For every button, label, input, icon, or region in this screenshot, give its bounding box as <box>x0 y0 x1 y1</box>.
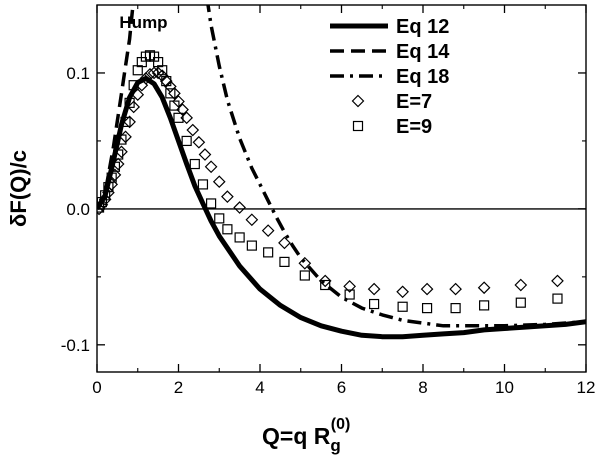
data-point-e-7 <box>123 115 136 129</box>
data-point-e-7 <box>198 148 212 161</box>
y-tick-label: 0.1 <box>66 64 90 83</box>
legend-label-eq-14: Eq 14 <box>396 41 450 63</box>
hump-annotation: Hump <box>119 13 167 32</box>
data-point-e-9 <box>157 65 168 76</box>
data-point-e-9 <box>165 88 176 99</box>
data-point-e-9 <box>246 240 257 251</box>
data-point-e-9 <box>320 279 331 291</box>
data-point-e-7 <box>127 100 141 114</box>
data-point-e-9 <box>169 100 180 111</box>
data-point-e-9 <box>344 289 355 300</box>
series-e-9 <box>97 50 563 314</box>
x-tick-label: 8 <box>418 378 427 397</box>
series-line-eq-12 <box>97 75 586 340</box>
data-point-e-9 <box>369 298 380 310</box>
data-point-e-7 <box>212 175 226 189</box>
x-axis-title-main: Q=q R <box>262 423 331 449</box>
legend-label-e-9: E=9 <box>396 116 432 138</box>
legend-label-eq-12: Eq 12 <box>396 16 449 38</box>
data-point-e-9 <box>299 270 310 281</box>
legend-marker-e-9 <box>352 120 364 132</box>
data-point-e-7 <box>298 256 312 270</box>
data-point-e-9 <box>181 135 192 147</box>
series-group <box>97 5 586 340</box>
x-tick-label: 10 <box>495 378 514 397</box>
data-point-e-9 <box>197 179 209 190</box>
data-point-e-9 <box>116 134 127 145</box>
data-point-e-9 <box>263 247 274 258</box>
y-axis-title: δF(Q)/c <box>6 150 31 227</box>
data-point-e-9 <box>397 301 408 312</box>
x-axis-title-superscript: (0) <box>331 416 351 433</box>
x-tick-label: 2 <box>174 378 183 397</box>
data-point-e-7 <box>420 282 434 296</box>
y-tick-label: -0.1 <box>61 336 90 355</box>
data-point-e-7 <box>477 281 491 295</box>
data-point-e-7 <box>159 74 173 88</box>
data-point-e-9 <box>552 293 563 304</box>
data-point-e-7 <box>514 278 528 292</box>
x-axis-title-subscript: g <box>330 436 340 455</box>
data-point-e-9 <box>97 202 105 213</box>
axes: 0 2 4 6 8 10 12 -0.1 0.0 0.1 <box>61 4 596 397</box>
data-point-e-9 <box>100 190 111 201</box>
data-point-e-7 <box>396 285 409 299</box>
data-point-e-9 <box>421 303 433 314</box>
data-point-e-7 <box>192 135 206 149</box>
y-tick-label: 0.0 <box>66 200 90 219</box>
data-point-e-7 <box>343 280 356 293</box>
data-point-e-7 <box>367 282 381 296</box>
x-tick-label: 6 <box>337 378 346 397</box>
data-point-e-9 <box>450 303 461 314</box>
data-point-e-7 <box>245 213 259 227</box>
x-tick-label: 0 <box>92 378 101 397</box>
data-point-e-7 <box>186 123 200 137</box>
data-point-e-7 <box>278 236 291 250</box>
data-point-e-9 <box>189 158 200 170</box>
data-point-e-9 <box>128 80 139 91</box>
data-point-e-9 <box>479 300 490 311</box>
data-point-e-9 <box>234 232 245 243</box>
data-point-e-7 <box>233 201 246 214</box>
data-point-e-9 <box>279 256 290 267</box>
data-point-e-7 <box>204 160 218 174</box>
data-point-e-9 <box>120 116 131 127</box>
data-point-e-7 <box>261 224 275 237</box>
data-point-e-9 <box>109 161 121 172</box>
x-tick-label: 4 <box>255 378 264 397</box>
data-point-e-9 <box>206 198 217 209</box>
data-point-e-7 <box>449 282 462 296</box>
data-point-e-7 <box>139 72 153 85</box>
data-point-e-9 <box>173 112 184 123</box>
legend-label-e-7: E=7 <box>396 91 432 113</box>
data-point-e-9 <box>106 172 117 183</box>
plot-frame <box>96 4 587 373</box>
data-point-e-9 <box>124 97 135 108</box>
data-point-e-7 <box>551 274 564 288</box>
x-axis-title: Q=q Rg (0) <box>262 416 350 455</box>
data-point-e-9 <box>222 224 233 235</box>
data-point-e-7 <box>221 190 234 204</box>
data-point-e-7 <box>168 87 181 100</box>
x-tick-label: 12 <box>577 378 596 397</box>
data-point-e-9 <box>161 76 172 87</box>
data-point-e-9 <box>515 297 526 308</box>
data-point-e-7 <box>318 274 332 288</box>
legend: Eq 12 Eq 14 Eq 18 E=7 E=9 <box>330 16 450 138</box>
legend-marker-e-7 <box>351 94 365 108</box>
legend-label-eq-18: Eq 18 <box>396 66 449 88</box>
data-point-e-9 <box>113 149 124 160</box>
data-point-e-7 <box>131 88 145 102</box>
plot-area <box>97 5 586 340</box>
data-point-e-9 <box>214 213 225 224</box>
